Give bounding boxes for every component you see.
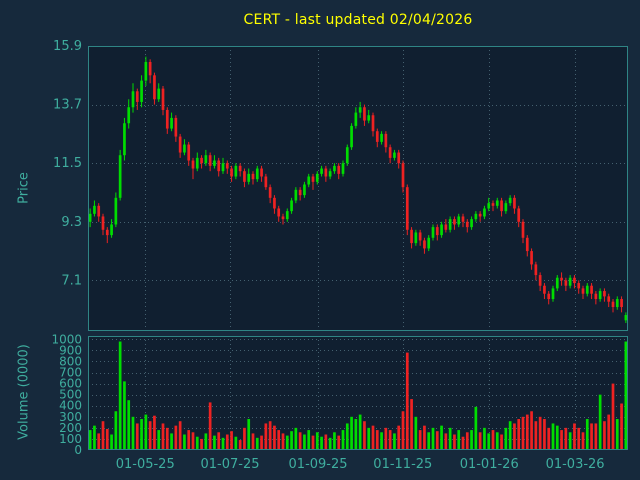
price-plot-area	[88, 46, 628, 331]
date-tick-label: 01-07-25	[201, 457, 260, 472]
price-tick-label: 7.1	[61, 273, 82, 288]
date-tick-label: 01-01-26	[460, 457, 519, 472]
volume-plot-border	[88, 336, 628, 450]
volume-tick-label: 900	[59, 343, 82, 357]
volume-tick-label: 300	[59, 410, 82, 424]
volume-tick-label: 1000	[51, 332, 82, 346]
volume-tick-label: 200	[59, 421, 82, 435]
volume-tick-label: 500	[59, 388, 82, 402]
volume-tick-label: 700	[59, 366, 82, 380]
date-tick-label: 01-11-25	[373, 457, 432, 472]
volume-plot-area	[88, 336, 628, 450]
price-tick-label: 15.9	[53, 39, 82, 54]
price-tick-label: 13.7	[53, 98, 82, 113]
volume-tick-label: 800	[59, 354, 82, 368]
gridlines	[88, 46, 628, 450]
volume-tick-label: 600	[59, 377, 82, 391]
price-plot-border	[88, 46, 628, 331]
chart-title: CERT - last updated 02/04/2026	[243, 12, 473, 28]
price-tick-label: 9.3	[61, 215, 82, 230]
candlestick-series	[88, 56, 628, 324]
price-tick-label: 11.5	[53, 156, 82, 171]
volume-bars	[88, 341, 628, 450]
date-tick-label: 01-09-25	[289, 457, 348, 472]
volume-tick-label: 0	[74, 443, 82, 457]
date-tick-label: 01-03-26	[546, 457, 605, 472]
volume-tick-label: 100	[59, 432, 82, 446]
volume-tick-label: 400	[59, 399, 82, 413]
date-tick-label: 01-05-25	[116, 457, 175, 472]
